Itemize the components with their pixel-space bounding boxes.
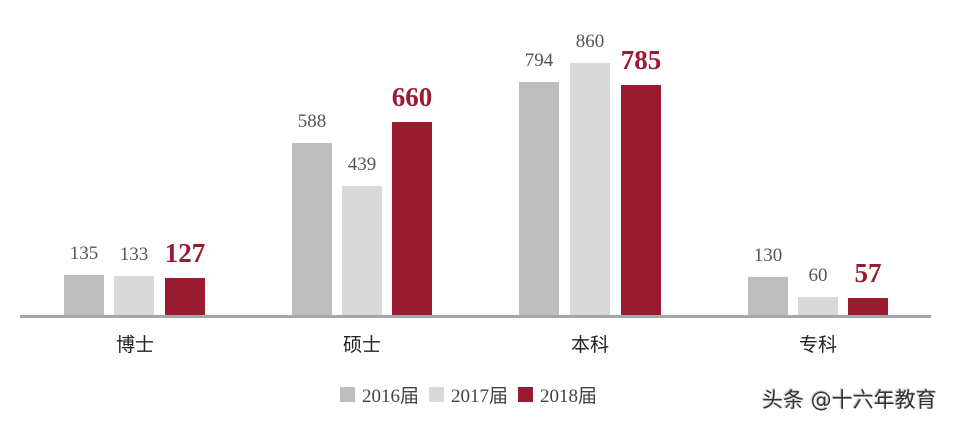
legend-label-2016: 2016届 [362, 386, 420, 407]
bar-bachelor-2017 [570, 63, 610, 315]
value-label-phd-2016: 135 [69, 243, 99, 264]
bar-master-2017 [342, 186, 382, 315]
value-label-associate-2017: 60 [808, 265, 828, 286]
category-label-bachelor: 本科 [570, 334, 609, 356]
value-label-master-2017: 439 [347, 154, 377, 175]
value-label-associate-2016: 130 [753, 245, 783, 266]
legend-label-2018: 2018届 [540, 386, 598, 407]
value-label-master-2018: 660 [391, 82, 433, 112]
legend-swatch-2018 [518, 387, 534, 402]
value-label-bachelor-2018: 785 [620, 45, 662, 75]
legend-label-2017: 2017届 [451, 386, 509, 407]
bar-master-2016 [292, 143, 332, 315]
legend-swatch-2017 [429, 387, 445, 402]
value-label-bachelor-2016: 794 [524, 50, 554, 71]
category-label-master: 硕士 [342, 334, 381, 356]
legend: 2016届 2017届 2018届 [340, 381, 607, 408]
legend-swatch-2016 [340, 387, 355, 402]
bar-bachelor-2018 [621, 85, 661, 315]
bar-associate-2017 [798, 297, 838, 315]
legend-item-2017: 2017届 [429, 381, 508, 408]
watermark: 头条 @十六年教育 [762, 388, 937, 412]
legend-item-2016: 2016届 [340, 381, 419, 408]
bar-bachelor-2016 [519, 82, 559, 315]
category-label-associate: 专科 [798, 334, 837, 356]
value-label-phd-2018: 127 [164, 238, 206, 268]
bar-phd-2017 [114, 276, 154, 315]
bar-associate-2018 [848, 298, 888, 315]
value-label-master-2016: 588 [297, 111, 327, 132]
category-label-phd: 博士 [115, 334, 154, 356]
value-label-bachelor-2017: 860 [575, 31, 605, 52]
x-axis-line [20, 315, 931, 318]
bar-master-2018 [392, 122, 432, 315]
bar-associate-2016 [748, 277, 788, 315]
legend-item-2018: 2018届 [518, 381, 597, 408]
bar-phd-2016 [64, 275, 104, 315]
value-label-phd-2017: 133 [119, 244, 149, 265]
bar-phd-2018 [165, 278, 205, 315]
value-label-associate-2018: 57 [854, 258, 882, 288]
